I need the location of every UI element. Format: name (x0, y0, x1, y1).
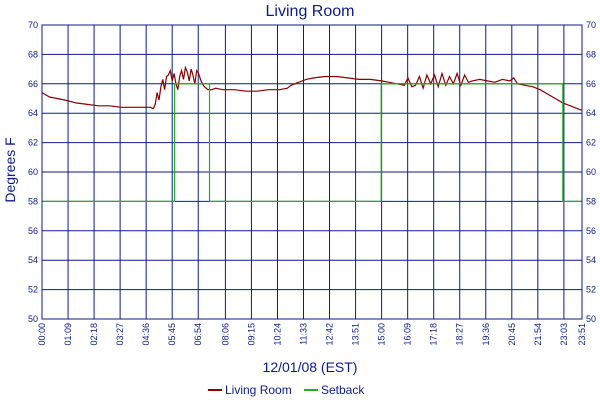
x-tick-label: 06:54 (193, 323, 203, 346)
x-tick-label: 16:09 (403, 323, 413, 346)
x-tick-label: 12:42 (325, 323, 335, 346)
y-tick-label: 66 (586, 79, 596, 89)
y-tick-label: 70 (28, 20, 38, 30)
grid (41, 24, 583, 320)
x-tick-label: 05:45 (167, 323, 177, 346)
series-line-living-room (41, 65, 583, 111)
x-tick-label: 02:18 (89, 323, 99, 346)
y-tick-label: 62 (586, 138, 596, 148)
y-tick-label: 54 (28, 255, 38, 265)
x-tick-label: 17:18 (429, 323, 439, 346)
series-lines (41, 65, 583, 202)
x-tick-label: 19:36 (481, 323, 491, 346)
y-tick-label: 60 (586, 167, 596, 177)
y-tick-label: 50 (586, 314, 596, 324)
x-tick-label: 09:15 (246, 323, 256, 346)
legend: Living Room Setback (208, 383, 365, 397)
y-tick-labels-right: 50 52 54 56 58 60 62 64 66 68 70 (586, 20, 596, 324)
x-tick-label: 20:45 (507, 323, 517, 346)
x-axis-label: 12/01/08 (EST) (263, 359, 358, 375)
y-tick-label: 68 (28, 49, 38, 59)
y-tick-label: 62 (28, 138, 38, 148)
x-tick-label: 08:06 (220, 323, 230, 346)
x-tick-label: 13:51 (351, 323, 361, 346)
x-tick-label: 18:27 (455, 323, 465, 346)
legend-label-setback: Setback (321, 383, 365, 397)
y-tick-label: 54 (586, 255, 596, 265)
x-tick-label: 10:24 (272, 323, 282, 346)
y-tick-label: 52 (586, 285, 596, 295)
series-line-setback (42, 83, 582, 202)
x-tick-label: 11:33 (299, 323, 309, 345)
x-tick-labels: 00:00 01:09 02:18 03:27 04:36 05:45 06:54 08:06… (37, 323, 587, 346)
y-tick-label: 60 (28, 167, 38, 177)
x-tick-label: 15:00 (377, 323, 387, 346)
x-tick-label: 21:54 (533, 323, 543, 346)
x-tick-label: 23:03 (559, 323, 569, 346)
x-tick-label: 01:09 (63, 323, 73, 346)
y-tick-label: 66 (28, 79, 38, 89)
legend-label-living-room: Living Room (225, 383, 292, 397)
y-tick-label: 56 (28, 226, 38, 236)
plot-frame (41, 24, 583, 320)
y-axis-label: Degrees F (2, 137, 18, 202)
y-tick-label: 68 (586, 49, 596, 59)
y-tick-label: 50 (28, 314, 38, 324)
y-tick-labels-left: 50 52 54 56 58 60 62 64 66 68 70 (28, 20, 38, 324)
y-tick-label: 70 (586, 20, 596, 30)
y-tick-label: 58 (586, 196, 596, 206)
y-tick-label: 56 (586, 226, 596, 236)
y-tick-label: 52 (28, 285, 38, 295)
y-tick-label: 64 (28, 108, 38, 118)
y-tick-label: 58 (28, 196, 38, 206)
x-tick-label: 03:27 (115, 323, 125, 346)
x-tick-label: 00:00 (37, 323, 47, 346)
chart-title: Living Room (266, 3, 355, 20)
x-tick-label: 04:36 (141, 323, 151, 346)
x-tick-label: 23:51 (577, 323, 587, 346)
y-tick-label: 64 (586, 108, 596, 118)
